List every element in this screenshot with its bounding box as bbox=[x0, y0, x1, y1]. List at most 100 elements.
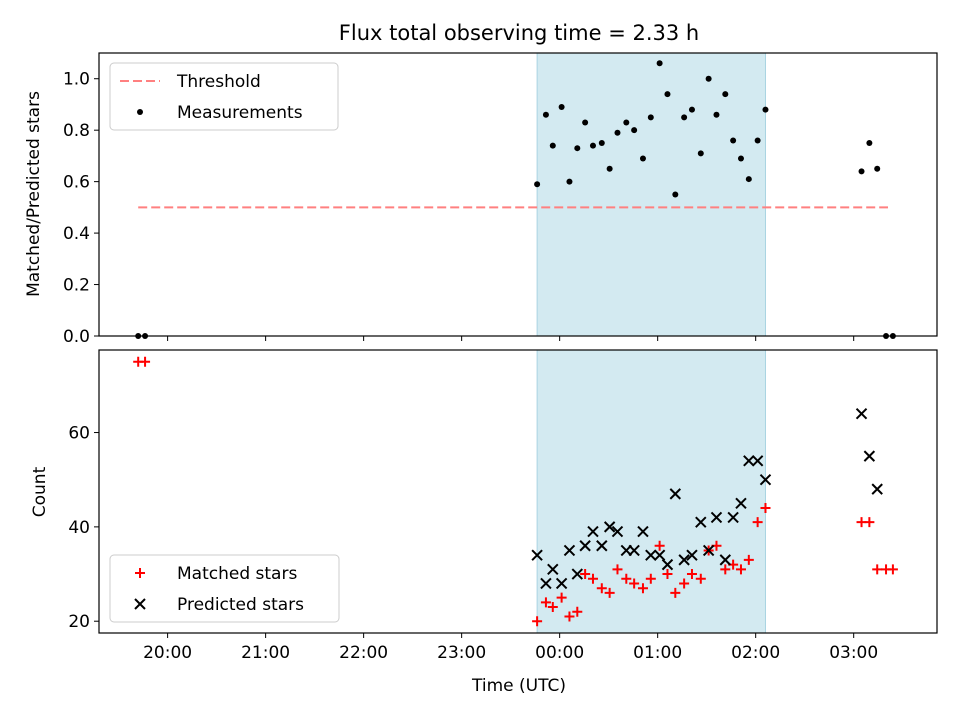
predicted-star-marker bbox=[863, 450, 876, 462]
predicted-star-cross bbox=[719, 554, 732, 566]
measurement-point bbox=[549, 142, 556, 149]
measurement-point bbox=[745, 176, 752, 183]
legend-box bbox=[109, 554, 340, 623]
measurement-point bbox=[639, 155, 646, 162]
measurement-point bbox=[705, 75, 712, 82]
matched-star-plus bbox=[140, 356, 151, 367]
legend-label: Predicted stars bbox=[177, 595, 304, 615]
y-tick-label: 40 bbox=[68, 518, 90, 538]
x-tick-label: 23:00 bbox=[437, 643, 486, 663]
y-tick-label: 1.0 bbox=[63, 70, 90, 90]
measurement-point bbox=[681, 114, 688, 121]
predicted-star-cross bbox=[686, 549, 698, 561]
matched-star-plus bbox=[596, 583, 607, 594]
measurement-point bbox=[672, 191, 679, 198]
matched-star-plus bbox=[864, 517, 875, 528]
measurement-point bbox=[614, 129, 621, 136]
predicted-star-cross bbox=[531, 549, 543, 561]
bottom-y-axis-label: Count bbox=[30, 466, 50, 517]
predicted-star-marker bbox=[587, 525, 599, 538]
matched-star-plus bbox=[720, 564, 731, 575]
matched-star-marker bbox=[629, 578, 640, 589]
measurement-point bbox=[664, 91, 671, 98]
matched-star-marker bbox=[621, 573, 632, 584]
predicted-star-cross bbox=[587, 525, 599, 538]
matched-star-marker bbox=[645, 573, 656, 584]
measurement-point bbox=[688, 106, 695, 113]
x-tick-label: 00:00 bbox=[535, 643, 584, 663]
predicted-star-marker bbox=[596, 540, 608, 552]
predicted-star-marker bbox=[628, 544, 640, 557]
y-tick-label: 0.0 bbox=[63, 327, 90, 347]
measurement-point bbox=[558, 104, 565, 111]
predicted-star-cross bbox=[571, 568, 584, 580]
matched-star-plus bbox=[752, 517, 763, 528]
matched-star-marker bbox=[532, 616, 543, 627]
matched-star-plus bbox=[760, 503, 771, 514]
predicted-star-cross bbox=[547, 563, 559, 576]
predicted-star-cross bbox=[710, 511, 723, 524]
predicted-star-marker bbox=[702, 544, 715, 557]
y-tick-label: 0.4 bbox=[63, 224, 90, 244]
measurement-point bbox=[730, 137, 737, 144]
measurement-point bbox=[647, 114, 654, 121]
matched-star-marker bbox=[540, 597, 551, 608]
measurement-point bbox=[534, 181, 541, 188]
predicted-star-cross bbox=[596, 540, 608, 552]
legend-measurement-swatch bbox=[137, 109, 143, 115]
predicted-star-cross bbox=[735, 497, 747, 509]
measurement-point bbox=[631, 127, 638, 134]
measurement-point bbox=[623, 119, 630, 126]
predicted-star-cross bbox=[695, 516, 707, 528]
predicted-star-marker bbox=[751, 455, 764, 467]
matched-star-plus bbox=[887, 564, 898, 575]
predicted-star-cross bbox=[661, 558, 674, 571]
matched-star-marker bbox=[735, 564, 746, 575]
predicted-star-marker bbox=[540, 577, 552, 590]
matched-star-plus bbox=[621, 573, 632, 584]
predicted-star-cross bbox=[628, 544, 640, 557]
matched-star-marker bbox=[662, 569, 673, 580]
measurement-point bbox=[589, 142, 596, 149]
predicted-star-marker bbox=[661, 558, 674, 571]
predicted-star-cross bbox=[871, 483, 883, 495]
matched-star-plus bbox=[572, 606, 583, 617]
measurement-point bbox=[858, 168, 865, 175]
matched-star-marker bbox=[547, 602, 558, 613]
predicted-star-marker bbox=[719, 554, 732, 566]
y-tick-label: 0.8 bbox=[63, 121, 90, 141]
predicted-star-marker bbox=[727, 511, 739, 524]
matched-star-plus bbox=[872, 564, 883, 575]
matched-star-plus bbox=[540, 597, 551, 608]
matched-star-marker bbox=[654, 540, 665, 551]
predicted-star-marker bbox=[547, 563, 559, 576]
predicted-star-marker bbox=[710, 511, 723, 524]
x-tick-label: 21:00 bbox=[241, 643, 290, 663]
predicted-star-cross bbox=[743, 455, 755, 467]
predicted-star-marker bbox=[735, 497, 747, 509]
measurement-point bbox=[762, 106, 769, 113]
predicted-star-cross bbox=[645, 549, 657, 561]
predicted-star-cross bbox=[637, 525, 649, 538]
observing-span-band bbox=[536, 349, 766, 634]
chart-title: Flux total observing time = 2.33 h bbox=[339, 21, 699, 45]
predicted-star-cross bbox=[579, 540, 591, 552]
predicted-star-marker bbox=[678, 554, 690, 566]
observing-span-band bbox=[536, 52, 766, 337]
predicted-star-marker bbox=[579, 540, 591, 552]
predicted-star-marker bbox=[563, 544, 576, 557]
predicted-star-cross bbox=[678, 554, 690, 566]
matched-star-marker bbox=[679, 578, 690, 589]
predicted-star-marker bbox=[645, 549, 657, 561]
predicted-star-cross bbox=[603, 521, 616, 533]
predicted-star-cross bbox=[540, 577, 552, 590]
legend-label: Matched stars bbox=[177, 564, 297, 584]
matched-star-plus bbox=[670, 587, 681, 598]
predicted-star-cross bbox=[555, 577, 568, 590]
measurement-point bbox=[722, 91, 729, 98]
predicted-star-marker bbox=[611, 525, 624, 538]
y-tick-label: 0.2 bbox=[63, 276, 90, 296]
legend-label: Measurements bbox=[177, 103, 303, 123]
bottom-panel: 20 40 60 20:00 21:00 22:00 23:00 00:00 01:00 02:0… bbox=[68, 349, 938, 663]
